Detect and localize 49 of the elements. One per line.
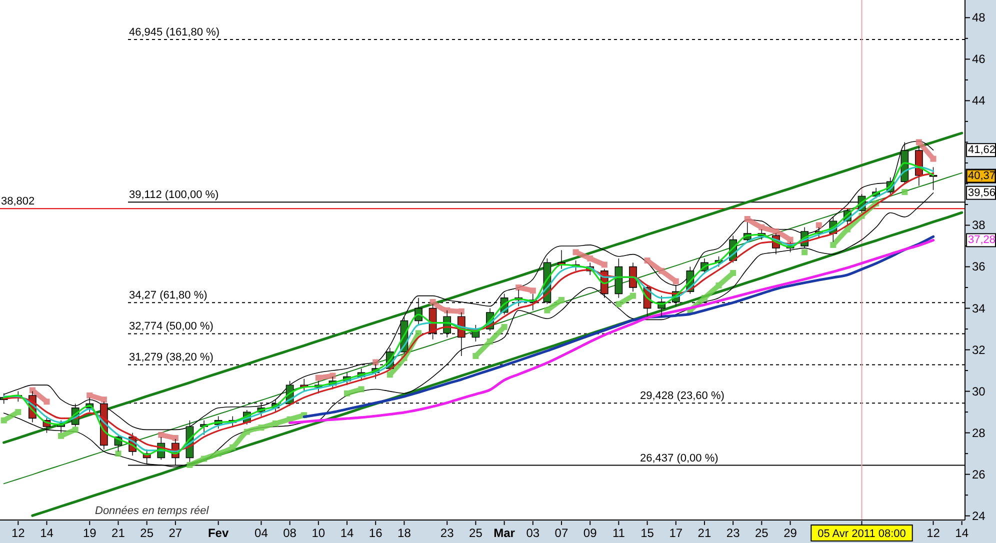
x-tick-label: 12 [926, 526, 940, 540]
x-tick-label: 18 [398, 526, 412, 540]
x-tick-label: 08 [283, 526, 297, 540]
y-tick-label: 44 [972, 94, 986, 108]
ref-line-label: 34,27 (61,80 %) [129, 290, 208, 302]
x-tick-label: 21 [698, 526, 712, 540]
x-tick-label: 12 [11, 526, 26, 540]
x-tick-label: 04 [254, 526, 268, 540]
ref-line-label: 26,437 (0,00 %) [640, 452, 718, 464]
x-tick-label: 14 [40, 526, 54, 540]
x-tick-label: 07 [554, 526, 568, 540]
x-tick-label: 10 [312, 526, 326, 540]
x-tick-label: 25 [469, 526, 483, 540]
x-tick-label: 14 [340, 526, 354, 540]
x-tick-label: 17 [669, 526, 683, 540]
x-tick-label: 09 [583, 526, 598, 540]
x-tick-label: 27 [168, 526, 182, 540]
ref-line-label: 38,802 [1, 196, 35, 208]
annotation: Données en temps réel [95, 505, 210, 517]
x-tick-label: 25 [140, 526, 154, 540]
ref-line-label: 32,774 (50,00 %) [129, 320, 214, 333]
y-tick-label: 38 [972, 218, 986, 232]
x-tick-label: 23 [440, 526, 454, 540]
y-tick-label: 28 [972, 426, 986, 440]
x-tick-label: 11 [612, 526, 626, 540]
y-tick-label: 46 [972, 52, 986, 66]
x-tick-label: 25 [754, 526, 769, 540]
y-tick-label: 30 [972, 384, 986, 398]
x-tick-label: 03 [526, 526, 540, 540]
x-tick-label: Fev [208, 526, 229, 540]
y-tick-label: 48 [972, 10, 986, 25]
ref-line-label: 31,279 (38,20 %) [129, 352, 214, 364]
y-tick-label: 24 [972, 508, 986, 523]
ref-line-label: 39,112 (100,00 %) [129, 189, 219, 202]
x-tick-label: 14 [955, 526, 969, 540]
x-tick-label: 19 [82, 526, 97, 540]
x-tick-label: 21 [112, 526, 126, 540]
ref-line-label: 29,428 (23,60 %) [640, 390, 724, 402]
x-tick-label: 23 [726, 526, 740, 540]
x-tick-label: 16 [368, 526, 383, 540]
x-tick-label: 29 [784, 526, 798, 540]
y-tick-label: 26 [972, 467, 986, 482]
y-tick-label: 36 [972, 260, 986, 274]
y-tick-label: 32 [972, 342, 986, 357]
ref-line-label: 46,945 (161,80 %) [129, 26, 220, 39]
x-tick-label: 15 [640, 526, 654, 540]
x-tick-label: 05 Avr 2011 08:00 [818, 528, 906, 540]
x-tick-label: Mar [494, 526, 516, 540]
y-tick-label: 34 [972, 301, 986, 316]
